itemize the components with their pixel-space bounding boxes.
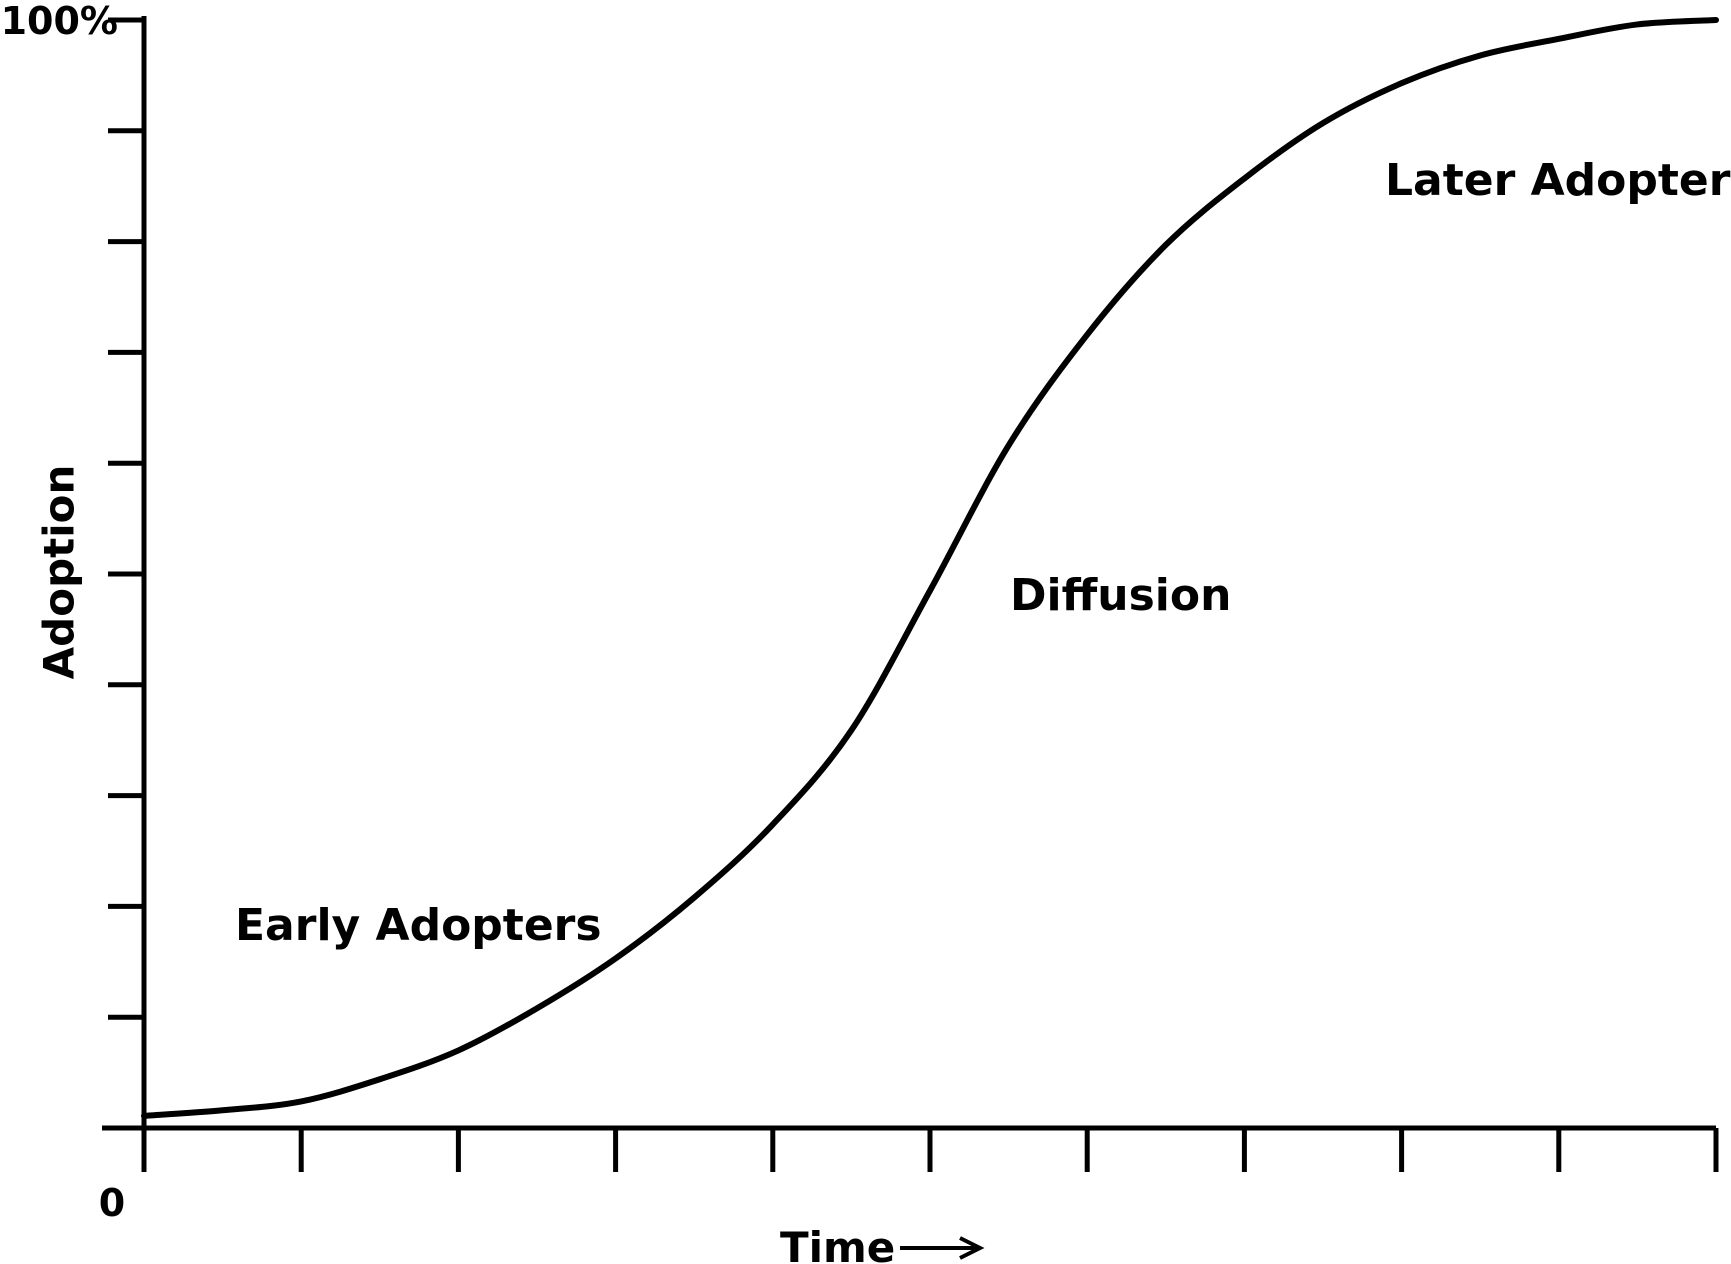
- annotation: Later Adopters: [1385, 155, 1731, 206]
- y-tick-label: 100%: [1, 0, 118, 43]
- x-axis-label: Time: [780, 1223, 895, 1264]
- annotation: Early Adopters: [235, 900, 602, 951]
- adoption-curve: [141, 17, 1719, 1119]
- x-tick-label: 0: [99, 1181, 125, 1225]
- y-axis-label: Adoption: [35, 465, 84, 680]
- annotation: Diffusion: [1010, 570, 1231, 621]
- x-axis-arrow: [900, 1236, 985, 1260]
